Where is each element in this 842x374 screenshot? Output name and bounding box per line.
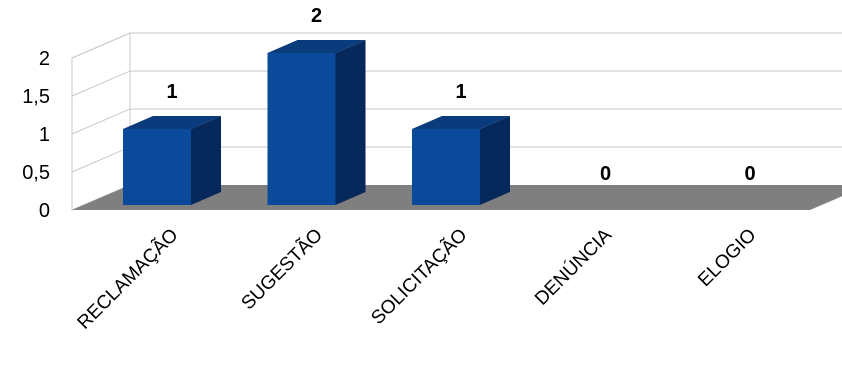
bar [267, 40, 366, 205]
bar [412, 116, 510, 205]
x-category-label: SUGESTÃO [237, 224, 327, 314]
x-category-label: ELOGIO [694, 225, 760, 291]
bar [123, 116, 221, 205]
data-label: 1 [166, 81, 177, 103]
data-label: 2 [311, 5, 322, 27]
data-label: 0 [600, 163, 611, 185]
y-tick-label: 2 [39, 48, 50, 70]
bar-top [267, 40, 366, 53]
gridline [71, 70, 842, 97]
y-tick-label: 0 [39, 200, 50, 222]
bar-side [480, 116, 510, 205]
bar-top [123, 116, 221, 129]
data-label: 1 [455, 81, 466, 103]
bar-front [267, 53, 336, 205]
bar-side [335, 40, 366, 205]
bar-front [123, 129, 191, 205]
bars [123, 40, 510, 205]
x-axis-labels: RECLAMAÇÃO SUGESTÃO SOLICITAÇÃO DENÚNCIA ELO… [73, 224, 761, 334]
y-tick-label: 1,5 [22, 86, 50, 108]
gridline [71, 108, 842, 135]
bar-side [191, 116, 221, 205]
data-label: 0 [744, 163, 755, 185]
data-labels: 1 2 1 0 0 [166, 5, 755, 185]
bar-top [412, 116, 510, 129]
x-category-label: DENÚNCIA [530, 224, 616, 310]
gridline [71, 32, 842, 59]
y-tick-label: 0,5 [22, 162, 50, 184]
bar-front [412, 129, 480, 205]
y-axis-ticks: 0 0,5 1 1,5 2 [22, 48, 50, 222]
x-category-label: RECLAMAÇÃO [73, 224, 183, 334]
x-category-label: SOLICITAÇÃO [367, 224, 472, 329]
y-tick-label: 1 [39, 124, 50, 146]
